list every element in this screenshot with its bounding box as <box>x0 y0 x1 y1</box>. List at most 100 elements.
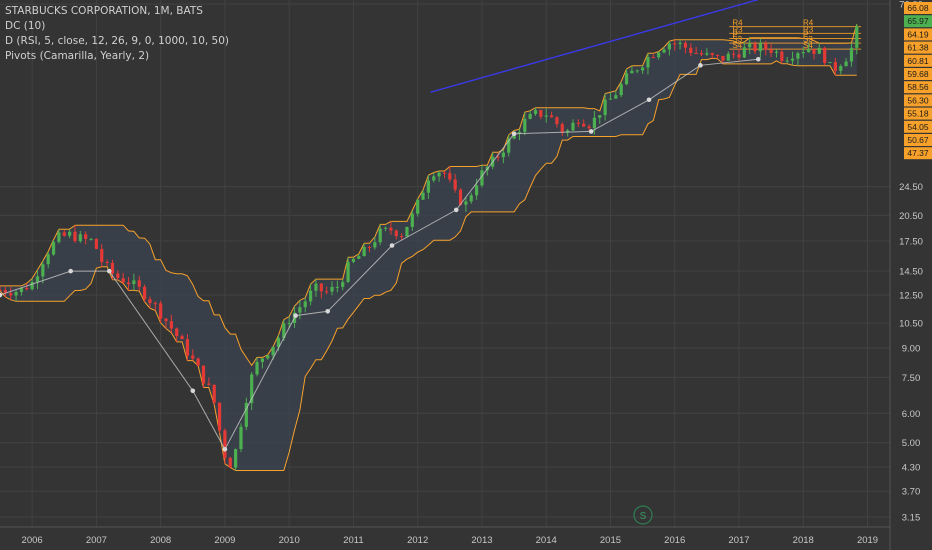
candle-body <box>694 52 698 54</box>
zigzag-point <box>222 446 228 452</box>
time-tick-label: 2011 <box>343 535 363 546</box>
indicator-dc[interactable]: DC (10) <box>5 20 46 32</box>
candle-body <box>394 230 398 236</box>
candle-body <box>448 173 452 180</box>
price-label-badge <box>904 54 932 67</box>
candle-body <box>742 47 746 58</box>
price-label-badge <box>904 120 932 133</box>
price-tick-label: 3.15 <box>902 513 921 524</box>
candle-body <box>673 43 677 45</box>
candle-body <box>849 47 854 62</box>
candle-body <box>630 70 634 74</box>
candle-body <box>19 288 24 293</box>
candle-body <box>255 361 259 375</box>
candle-body <box>469 195 473 202</box>
candle-body <box>25 288 29 290</box>
price-tick-label: 7.50 <box>902 373 921 384</box>
candle-body <box>142 286 147 300</box>
candle-body <box>839 66 843 71</box>
candle-body <box>576 122 580 124</box>
pivot-label: S3 <box>732 35 742 44</box>
chart-legend: STARBUCKS CORPORATION, 1M, BATS DC (10) … <box>5 4 229 64</box>
time-tick-label: 2019 <box>857 535 878 546</box>
candle-body <box>282 323 286 338</box>
candle-body <box>400 235 404 237</box>
price-label-text: 58.56 <box>907 82 929 92</box>
watermark-letter: S <box>640 511 647 522</box>
watermark: S <box>633 505 653 525</box>
time-tick-label: 2007 <box>86 535 107 546</box>
pivot-label: R4 <box>803 19 814 28</box>
candle-body <box>689 47 693 53</box>
candle-body <box>785 60 789 62</box>
candle-body <box>432 176 436 181</box>
zigzag-point <box>293 313 298 318</box>
price-label-badge <box>904 81 932 94</box>
trendline[interactable] <box>430 0 772 93</box>
candle-body <box>105 261 109 263</box>
candle-body <box>737 54 741 58</box>
candle-body <box>683 42 688 48</box>
price-label-badge <box>904 68 932 80</box>
price-tick-label: 9.00 <box>902 343 921 354</box>
candle-body <box>806 49 811 53</box>
price-label-badge <box>904 107 932 120</box>
indicator-pivots[interactable]: Pivots (Camarilla, Yearly, 2) <box>5 50 150 62</box>
candle-body <box>817 47 821 54</box>
price-label-text: 47.37 <box>907 148 929 158</box>
candle-body <box>517 131 522 134</box>
candle-body <box>132 280 136 285</box>
symbol-title[interactable]: STARBUCKS CORPORATION, 1M, BATS <box>5 5 203 17</box>
candle-body <box>453 179 457 190</box>
candle-body <box>796 53 800 59</box>
candle-body <box>196 358 200 366</box>
price-tick-label: 14.50 <box>899 267 923 278</box>
candle-body <box>100 248 104 262</box>
pivot-label: R3 <box>732 25 743 34</box>
donchian-upper-band <box>0 23 858 367</box>
time-axis[interactable]: 2006 2007 2008 2009 2010 2011 2012 2013 2014 2015… <box>0 526 932 546</box>
zigzag-point <box>0 292 3 298</box>
candle-body <box>14 292 18 296</box>
price-tick-label: 10.50 <box>899 319 923 330</box>
candle-body <box>426 180 431 193</box>
zigzag-point <box>588 129 594 134</box>
candle-body <box>699 53 704 55</box>
price-label-badge <box>904 15 932 28</box>
candle-body <box>346 261 350 282</box>
candle-body <box>78 234 82 242</box>
candle-body <box>758 43 763 52</box>
zigzag-point <box>511 131 517 137</box>
candle-body <box>234 449 238 468</box>
candle-body <box>710 53 714 55</box>
price-label-text: 61.38 <box>907 43 929 53</box>
candle-body <box>383 227 388 229</box>
time-tick-label: 2017 <box>728 535 749 546</box>
price-label-text: 59.68 <box>907 69 929 79</box>
candle-body <box>662 49 666 53</box>
candle-body <box>137 280 141 287</box>
donchian-channel-fill <box>0 24 857 471</box>
price-tick-label: 4.30 <box>902 462 921 473</box>
candle-body <box>341 281 345 287</box>
candle-body <box>657 52 661 58</box>
candle-body <box>442 172 447 174</box>
candle-body <box>608 98 613 100</box>
price-tick-label: 5.00 <box>902 438 921 449</box>
candle-body <box>528 114 532 119</box>
candle-body <box>373 242 377 248</box>
indicator-rsi[interactable]: D (RSI, 5, close, 12, 26, 9, 0, 1000, 10… <box>5 35 230 47</box>
candle-body <box>223 430 227 458</box>
candle-body <box>416 199 420 214</box>
price-tick-label: 6.00 <box>902 409 921 420</box>
time-tick-label: 2012 <box>407 535 428 546</box>
candle-body <box>362 246 366 257</box>
candle-body <box>587 126 591 129</box>
candle-body <box>646 57 650 68</box>
candle-body <box>721 55 725 61</box>
candle-body <box>619 84 623 96</box>
candle-body <box>148 299 152 304</box>
candle-body <box>678 42 682 45</box>
candle-body <box>598 115 602 118</box>
